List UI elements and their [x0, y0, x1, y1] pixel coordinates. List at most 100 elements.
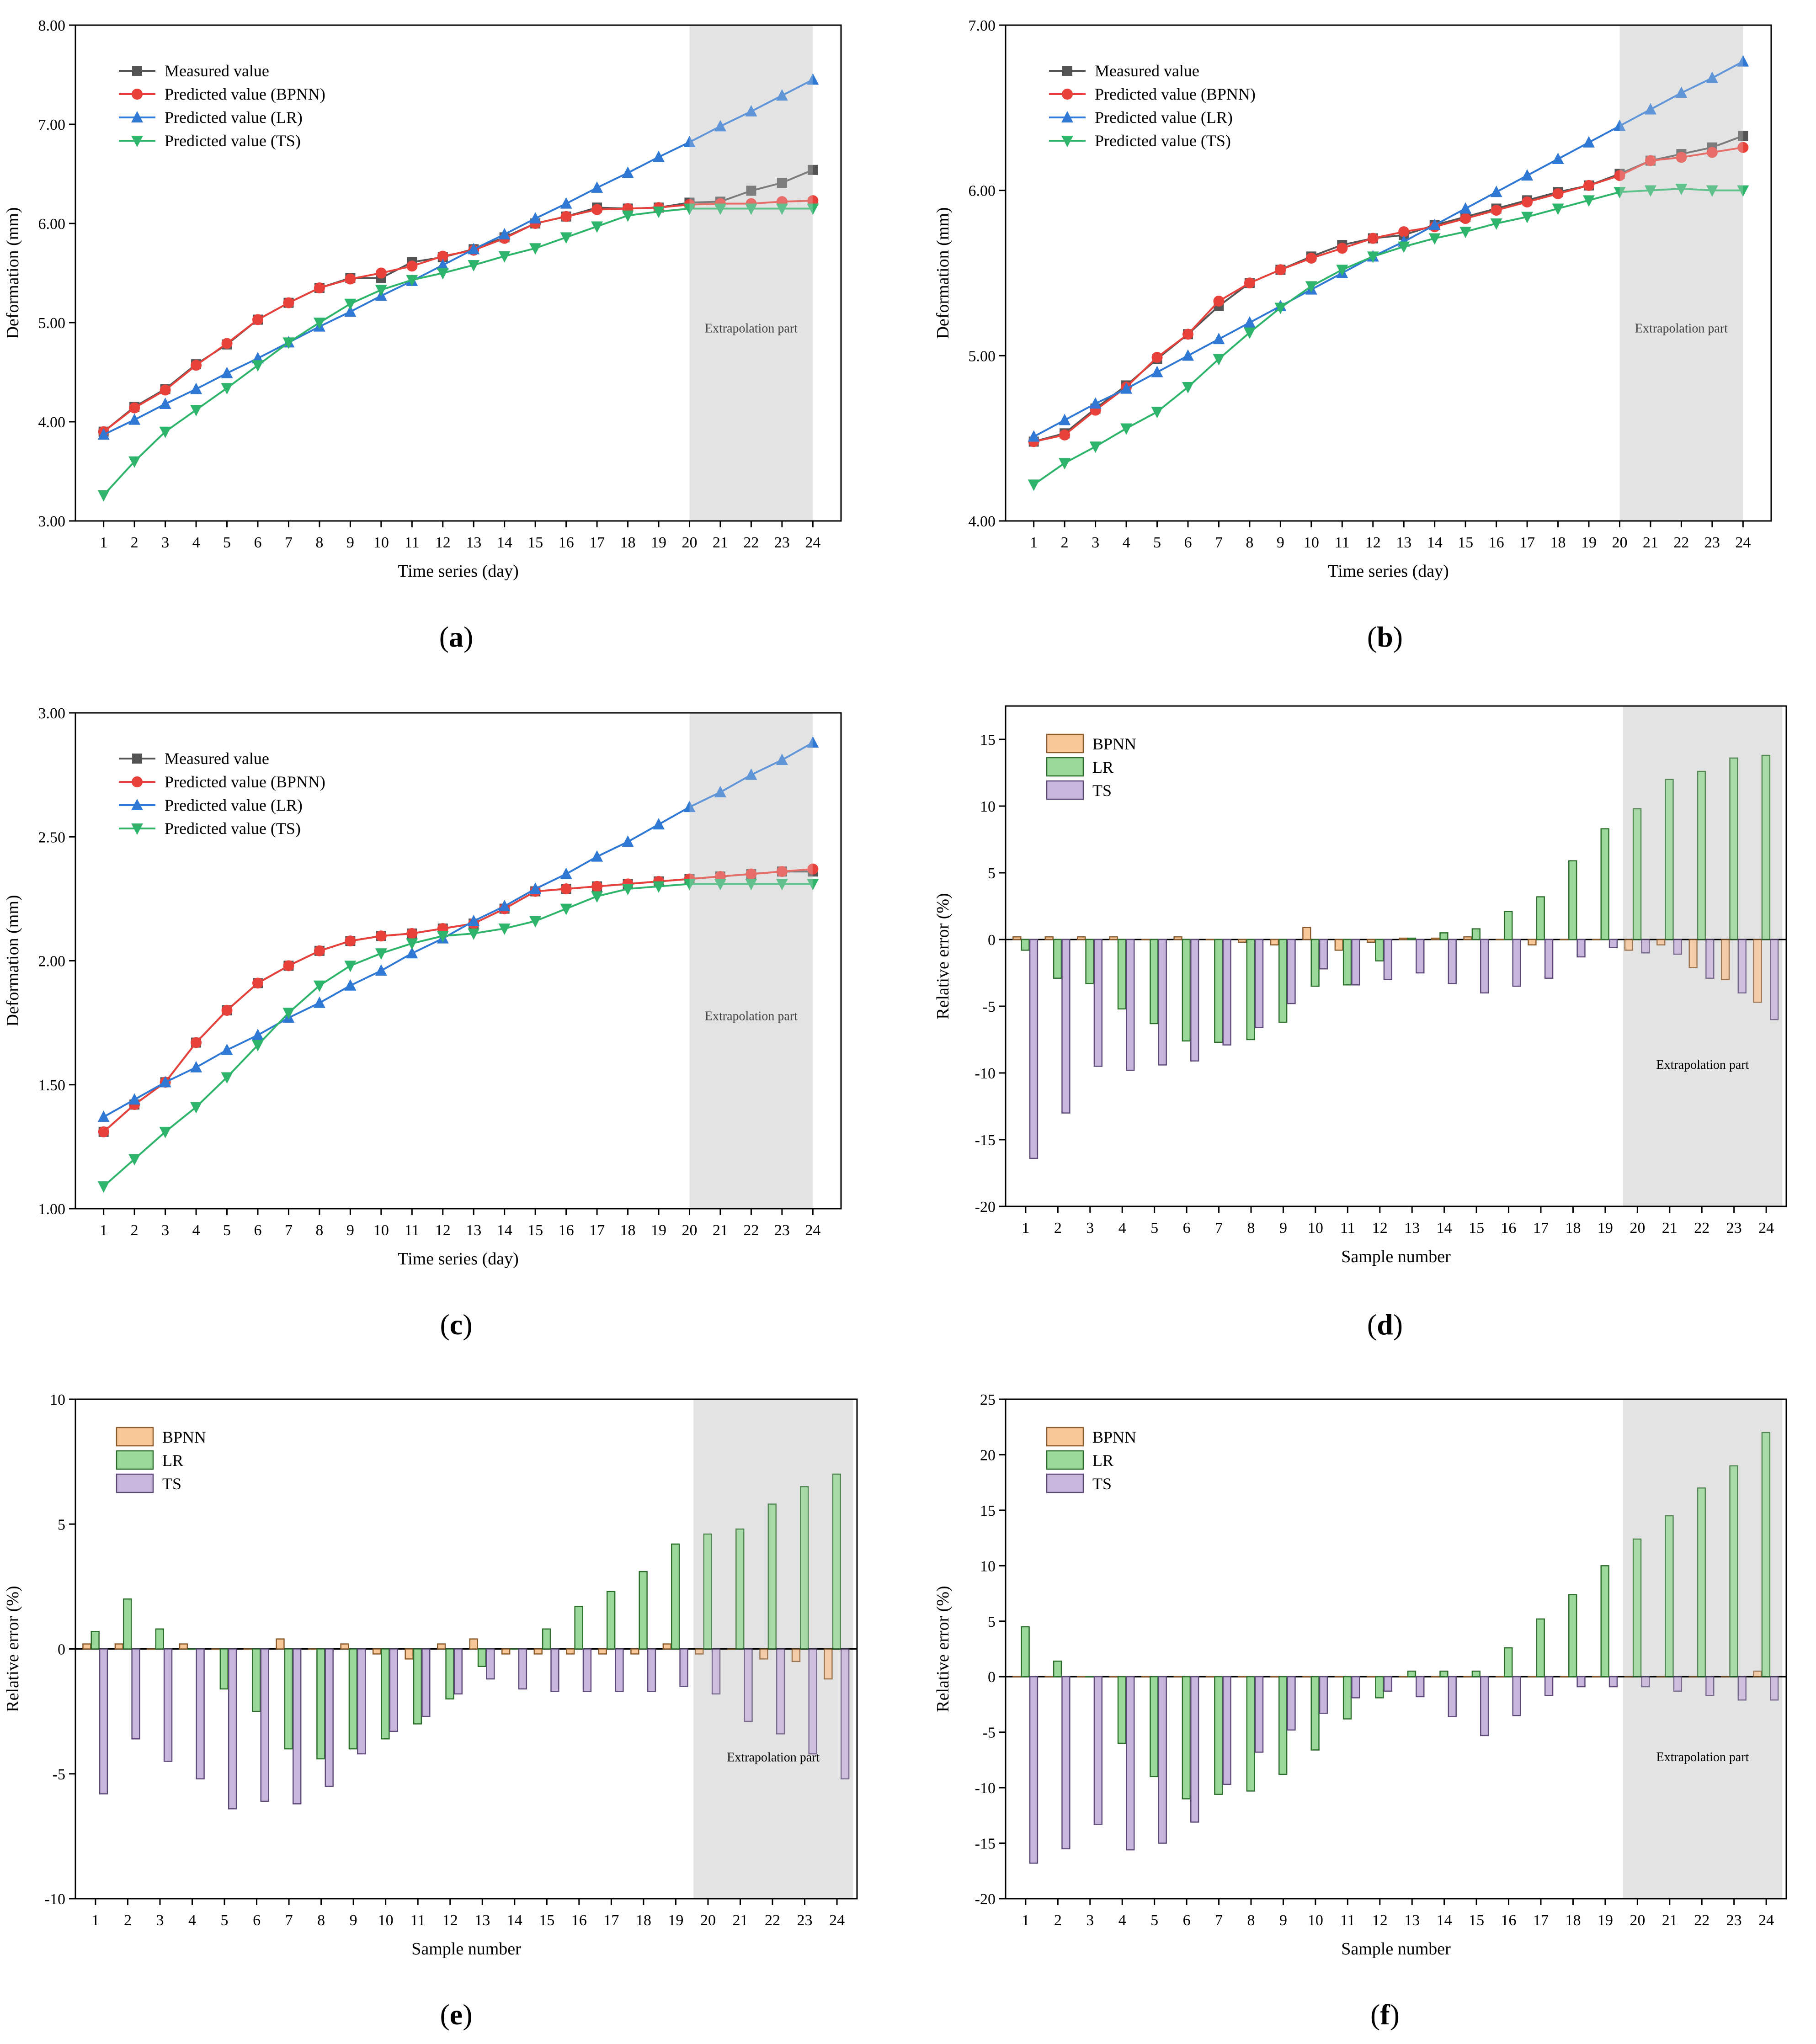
data-point-ts — [1089, 441, 1102, 453]
bar-lr — [91, 1630, 100, 1650]
x-tick-label: 9 — [1279, 1912, 1287, 1929]
y-tick-label: 8.00 — [38, 17, 66, 34]
extrapolation-region — [689, 713, 813, 1209]
data-point-bpnn — [98, 1126, 109, 1137]
x-tick-label: 1 — [91, 1912, 99, 1929]
x-tick-label: 2 — [1061, 534, 1069, 551]
x-tick-label: 7 — [1215, 534, 1223, 551]
data-point-ts — [1120, 423, 1133, 435]
extrapolation-label: Extrapolation part — [1656, 1750, 1749, 1764]
caption-open: ( — [1370, 1998, 1380, 2031]
data-point-ts — [591, 891, 603, 903]
bar-lr — [1536, 1618, 1545, 1678]
bar-ts — [1416, 939, 1425, 974]
x-tick-label: 5 — [223, 534, 231, 551]
bar-bpnn — [501, 1648, 511, 1655]
caption-close: ) — [1393, 621, 1403, 653]
data-point-ts — [714, 879, 726, 891]
legend-label-bpnn: BPNN — [1092, 1428, 1136, 1446]
y-tick-label: 10 — [980, 798, 996, 815]
y-tick-label: -20 — [975, 1891, 996, 1908]
x-axis-title: Time series (day) — [1328, 562, 1449, 581]
x-tick-label: 18 — [636, 1912, 651, 1929]
x-tick-label: 12 — [442, 1912, 458, 1929]
x-tick-label: 23 — [797, 1912, 813, 1929]
bar-lr — [1407, 937, 1417, 940]
bar-ts — [1673, 939, 1683, 955]
data-point-lr — [498, 228, 511, 239]
y-tick-label: 1.50 — [38, 1077, 66, 1094]
data-point-lr — [529, 212, 542, 224]
x-tick-label: 20 — [700, 1912, 716, 1929]
bar-lr — [510, 1648, 519, 1650]
data-point-lr — [1490, 186, 1502, 197]
x-tick-label: 21 — [1662, 1912, 1678, 1929]
data-point-lr — [97, 428, 110, 440]
legend-label-lr: Predicted value (LR) — [165, 108, 303, 127]
plot-frame — [75, 24, 842, 522]
x-tick-label: 24 — [805, 534, 820, 551]
bar-bpnn — [727, 1648, 736, 1650]
legend-label-bpnn: Predicted value (BPNN) — [165, 85, 325, 103]
x-tick-label: 8 — [1247, 1220, 1255, 1237]
x-tick-label: 6 — [253, 1912, 261, 1929]
legend-label-measured: Measured value — [165, 62, 269, 80]
x-tick-label: 9 — [346, 1222, 354, 1239]
bar-ts — [1319, 1676, 1328, 1714]
legend-marker-lr — [131, 111, 143, 122]
bar-lr — [445, 1648, 454, 1700]
data-point-bpnn — [776, 866, 788, 877]
data-point-ts — [529, 916, 542, 928]
bar-lr — [348, 1648, 358, 1750]
data-point-ts — [683, 203, 696, 215]
y-tick-label: -10 — [975, 1780, 996, 1797]
bar-lr — [1214, 939, 1223, 1043]
data-point-ts — [97, 1181, 110, 1193]
bar-bpnn — [1624, 939, 1633, 951]
extrapolation-overlay — [1619, 26, 1743, 520]
y-tick-label: -15 — [975, 1836, 996, 1853]
bar-ts — [840, 1648, 850, 1779]
bar-lr — [1342, 939, 1352, 986]
x-tick-label: 24 — [1758, 1912, 1774, 1929]
x-tick-label: 11 — [1335, 534, 1350, 551]
data-point-bpnn — [560, 883, 572, 895]
x-tick-label: 12 — [1372, 1220, 1388, 1237]
bar-lr — [542, 1628, 551, 1650]
bar-ts — [711, 1648, 721, 1695]
x-tick-label: 14 — [1427, 534, 1443, 551]
x-tick-label: 5 — [1150, 1220, 1158, 1237]
legend-marker-bpnn — [1062, 89, 1073, 100]
bar-bpnn — [1753, 939, 1762, 1003]
bar-lr — [1504, 1647, 1513, 1678]
bar-bpnn — [308, 1648, 317, 1650]
y-tick-label: 15 — [980, 1502, 996, 1519]
bar-lr — [832, 1473, 841, 1650]
data-point-bpnn — [807, 195, 819, 207]
bar-bpnn — [1431, 937, 1440, 940]
caption-close: ) — [463, 1998, 472, 2031]
bar-ts — [421, 1648, 431, 1717]
y-tick-label: 7.00 — [969, 17, 996, 34]
bar-lr — [1568, 1594, 1577, 1678]
bar-lr — [671, 1543, 680, 1650]
data-point-ts — [1243, 327, 1256, 339]
data-point-bpnn — [1337, 243, 1348, 254]
bar-lr — [123, 1598, 132, 1650]
bar-lr — [187, 1648, 197, 1650]
bar-lr — [252, 1648, 261, 1712]
x-tick-label: 20 — [1630, 1220, 1645, 1237]
bar-bpnn — [1688, 939, 1698, 968]
bar-ts — [1512, 939, 1521, 987]
bar-ts — [1254, 939, 1264, 1028]
data-point-bpnn — [1552, 188, 1564, 199]
data-point-lr — [1213, 333, 1225, 345]
data-point-ts — [498, 251, 511, 263]
y-axis-title: Deformation (mm) — [933, 207, 953, 339]
x-tick-label: 16 — [1501, 1220, 1517, 1237]
bar-bpnn — [1528, 939, 1537, 945]
bar-lr — [574, 1606, 583, 1650]
x-tick-label: 15 — [1458, 534, 1473, 551]
x-tick-label: 10 — [373, 1222, 389, 1239]
